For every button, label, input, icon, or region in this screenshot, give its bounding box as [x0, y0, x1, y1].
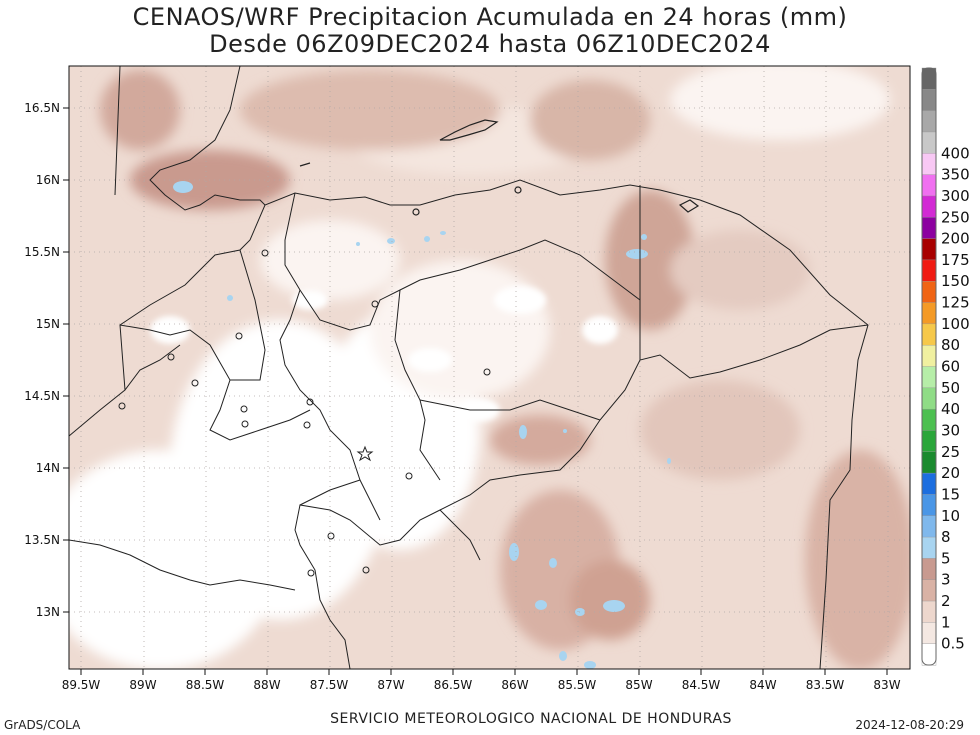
legend-level-label: 25: [941, 443, 960, 461]
legend-level-label: 15: [941, 485, 960, 503]
precip-legend-labels: 0.5 1 2 3 5 8 10 15 20 25 30 40 50 60 80 100 125 150 175 20…: [941, 144, 970, 652]
legend-level-label: 400: [941, 144, 970, 162]
longitude-tick-label: 87.5W: [310, 678, 349, 692]
legend-level-label: 80: [941, 336, 960, 354]
longitude-tick-label: 86W: [501, 678, 528, 692]
legend-color-cell: [921, 643, 937, 666]
legend-color-cell: [921, 153, 937, 176]
legend-color-cell: [921, 344, 937, 367]
legend-color-cell: [921, 451, 937, 474]
legend-level-label: 250: [941, 208, 970, 226]
latitude-tick-label: 16N: [36, 173, 60, 187]
longitude-tick-label: 83.5W: [806, 678, 845, 692]
longitude-tick-label: 88.5W: [186, 678, 225, 692]
coastlines-and-borders: [69, 66, 869, 669]
axis-ticks: [63, 107, 888, 675]
latitude-tick-label: 14N: [36, 461, 60, 475]
longitude-tick-label: 85W: [625, 678, 652, 692]
legend-color-cell: [921, 430, 937, 453]
map-frame: [68, 65, 911, 670]
legend-level-label: 300: [941, 187, 970, 205]
legend-color-cell: [921, 131, 937, 154]
software-credit: GrADS/COLA: [4, 718, 81, 732]
longitude-tick-label: 89.5W: [62, 678, 101, 692]
longitude-labels: 89.5W 89W 88.5W 88W 87.5W 87W 86.5W 86W 85.5W 85W…: [62, 678, 901, 692]
legend-level-label: 60: [941, 358, 960, 376]
legend-level-label: 0.5: [941, 635, 965, 653]
latitude-tick-label: 16.5N: [24, 101, 60, 115]
legend-level-label: 350: [941, 166, 970, 184]
legend-level-label: 30: [941, 421, 960, 439]
map-title: CENAOS/WRF Precipitacion Acumulada en 24…: [132, 3, 848, 31]
precip-field: [69, 66, 910, 669]
legend-color-cell: [921, 536, 937, 559]
latitude-tick-label: 13.5N: [24, 533, 60, 547]
graticule: [69, 66, 910, 669]
legend-color-cell: [921, 110, 937, 133]
legend-level-label: 50: [941, 379, 960, 397]
legend-level-label: 125: [941, 294, 970, 312]
legend-color-cell: [921, 302, 937, 325]
legend-color-cell: [921, 579, 937, 602]
legend-level-label: 3: [941, 571, 951, 589]
longitude-tick-label: 87W: [377, 678, 404, 692]
agency-name: SERVICIO METEOROLOGICO NACIONAL DE HONDU…: [330, 711, 732, 727]
bay-islands: [299, 119, 700, 216]
latitude-tick-label: 13N: [36, 605, 60, 619]
legend-level-label: 10: [941, 507, 960, 525]
legend-level-label: 175: [941, 251, 970, 269]
legend-level-label: 40: [941, 400, 960, 418]
legend-color-cell: [921, 622, 937, 645]
legend-color-cell: [921, 195, 937, 218]
longitude-tick-label: 88W: [253, 678, 280, 692]
legend-level-label: 100: [941, 315, 970, 333]
latitude-tick-label: 15N: [36, 317, 60, 331]
legend-color-cell: [921, 238, 937, 261]
longitude-tick-label: 84W: [749, 678, 776, 692]
legend-color-cell: [921, 259, 937, 282]
longitude-tick-label: 85.5W: [558, 678, 597, 692]
legend-color-cell: [921, 472, 937, 495]
latitude-tick-label: 14.5N: [24, 389, 60, 403]
legend-color-cell: [921, 600, 937, 623]
run-timestamp: 2024-12-08-20:29: [855, 718, 964, 732]
legend-level-label: 150: [941, 272, 970, 290]
legend-color-cell: [921, 174, 937, 197]
legend-level-label: 8: [941, 528, 951, 546]
legend-color-cell: [921, 408, 937, 431]
legend-color-cell: [921, 67, 937, 90]
legend-color-cell: [921, 558, 937, 581]
legend-color-cell: [921, 323, 937, 346]
legend-color-cell: [921, 387, 937, 410]
city-markers: [118, 249, 491, 577]
longitude-tick-label: 86.5W: [434, 678, 473, 692]
legend-level-label: 1: [941, 613, 951, 631]
longitude-tick-label: 89W: [129, 678, 156, 692]
legend-color-cell: [921, 281, 937, 304]
legend-level-label: 2: [941, 592, 951, 610]
longitude-tick-label: 84.5W: [682, 678, 721, 692]
legend-color-cell: [921, 217, 937, 240]
legend-level-label: 20: [941, 464, 960, 482]
latitude-tick-label: 15.5N: [24, 245, 60, 259]
precip-legend-colorbar: [921, 67, 937, 666]
longitude-tick-label: 83W: [873, 678, 900, 692]
legend-level-label: 5: [941, 549, 951, 567]
capital-star-marker: [356, 445, 374, 462]
legend-level-label: 200: [941, 230, 970, 248]
map-subtitle: Desde 06Z09DEC2024 hasta 06Z10DEC2024: [209, 30, 771, 58]
legend-color-cell: [921, 515, 937, 538]
legend-color-cell: [921, 89, 937, 112]
latitude-labels: 16.5N 16N 15.5N 15N 14.5N 14N 13.5N 13N: [24, 101, 60, 619]
legend-color-cell: [921, 494, 937, 517]
legend-color-cell: [921, 366, 937, 389]
